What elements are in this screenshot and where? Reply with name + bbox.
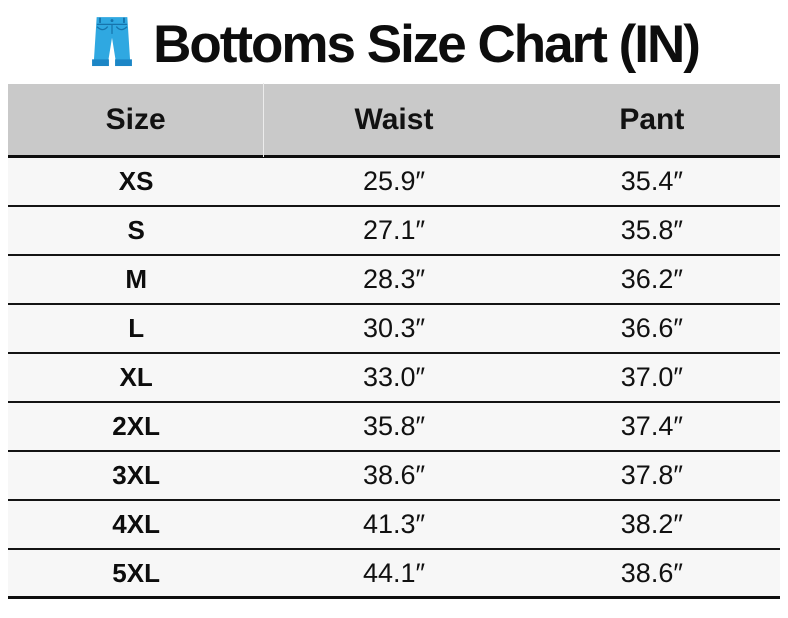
column-header-waist: Waist [354, 102, 434, 136]
jeans-icon [92, 17, 132, 67]
table-row: S 27.1″ 35.8″ [8, 207, 780, 256]
table-row: 5XL 44.1″ 38.6″ [8, 550, 780, 599]
size-cell: M [125, 264, 147, 294]
pant-cell: 37.0″ [620, 362, 683, 392]
table-row: 4XL 41.3″ 38.2″ [8, 501, 780, 550]
title-bar: Bottoms Size Chart (IN) [0, 0, 788, 84]
waist-cell: 44.1″ [362, 557, 426, 588]
size-cell: 4XL [112, 509, 160, 539]
table-row: 2XL 35.8″ 37.4″ [8, 403, 780, 452]
size-cell: L [128, 313, 145, 343]
pant-cell: 36.2″ [620, 264, 683, 294]
waist-cell: 35.8″ [362, 411, 426, 441]
pant-cell: 35.8″ [620, 215, 683, 245]
size-cell: 2XL [112, 411, 160, 441]
waist-cell: 25.9″ [362, 166, 426, 196]
waist-cell: 27.1″ [362, 215, 426, 245]
column-header-size: Size [8, 82, 265, 157]
table-row: XS 25.9″ 35.4″ [8, 158, 780, 207]
waist-cell: 38.6″ [362, 460, 426, 490]
size-cell: XL [119, 362, 153, 392]
table-body: XS 25.9″ 35.4″ S 27.1″ 35.8″ M 28.3″ 36.… [8, 158, 780, 599]
pant-cell: 36.6″ [620, 313, 683, 343]
waist-cell: 30.3″ [362, 313, 426, 343]
table-row: L 30.3″ 36.6″ [8, 305, 780, 354]
size-cell: S [127, 215, 145, 245]
pant-cell: 37.8″ [620, 460, 683, 490]
waist-cell: 28.3″ [362, 264, 426, 294]
waist-cell: 33.0″ [362, 362, 426, 392]
table-row: 3XL 38.6″ 37.8″ [8, 452, 780, 501]
size-cell: XS [118, 166, 154, 196]
size-cell: 5XL [112, 557, 160, 588]
pant-cell: 38.6″ [620, 557, 683, 588]
size-chart-table: Size Waist Pant XS 25.9″ 35.4″ S 27.1″ 3… [8, 82, 780, 599]
page-title: Bottoms Size Chart (IN) [153, 14, 701, 74]
column-header-pant: Pant [619, 102, 685, 136]
pant-cell: 37.4″ [620, 411, 683, 441]
waist-cell: 41.3″ [362, 509, 426, 539]
size-cell: 3XL [112, 460, 160, 490]
pant-cell: 35.4″ [620, 166, 683, 196]
table-row: XL 33.0″ 37.0″ [8, 354, 780, 403]
table-row: M 28.3″ 36.2″ [8, 256, 780, 305]
table-header-row: Size Waist Pant [8, 82, 780, 158]
pant-cell: 38.2″ [620, 509, 683, 539]
